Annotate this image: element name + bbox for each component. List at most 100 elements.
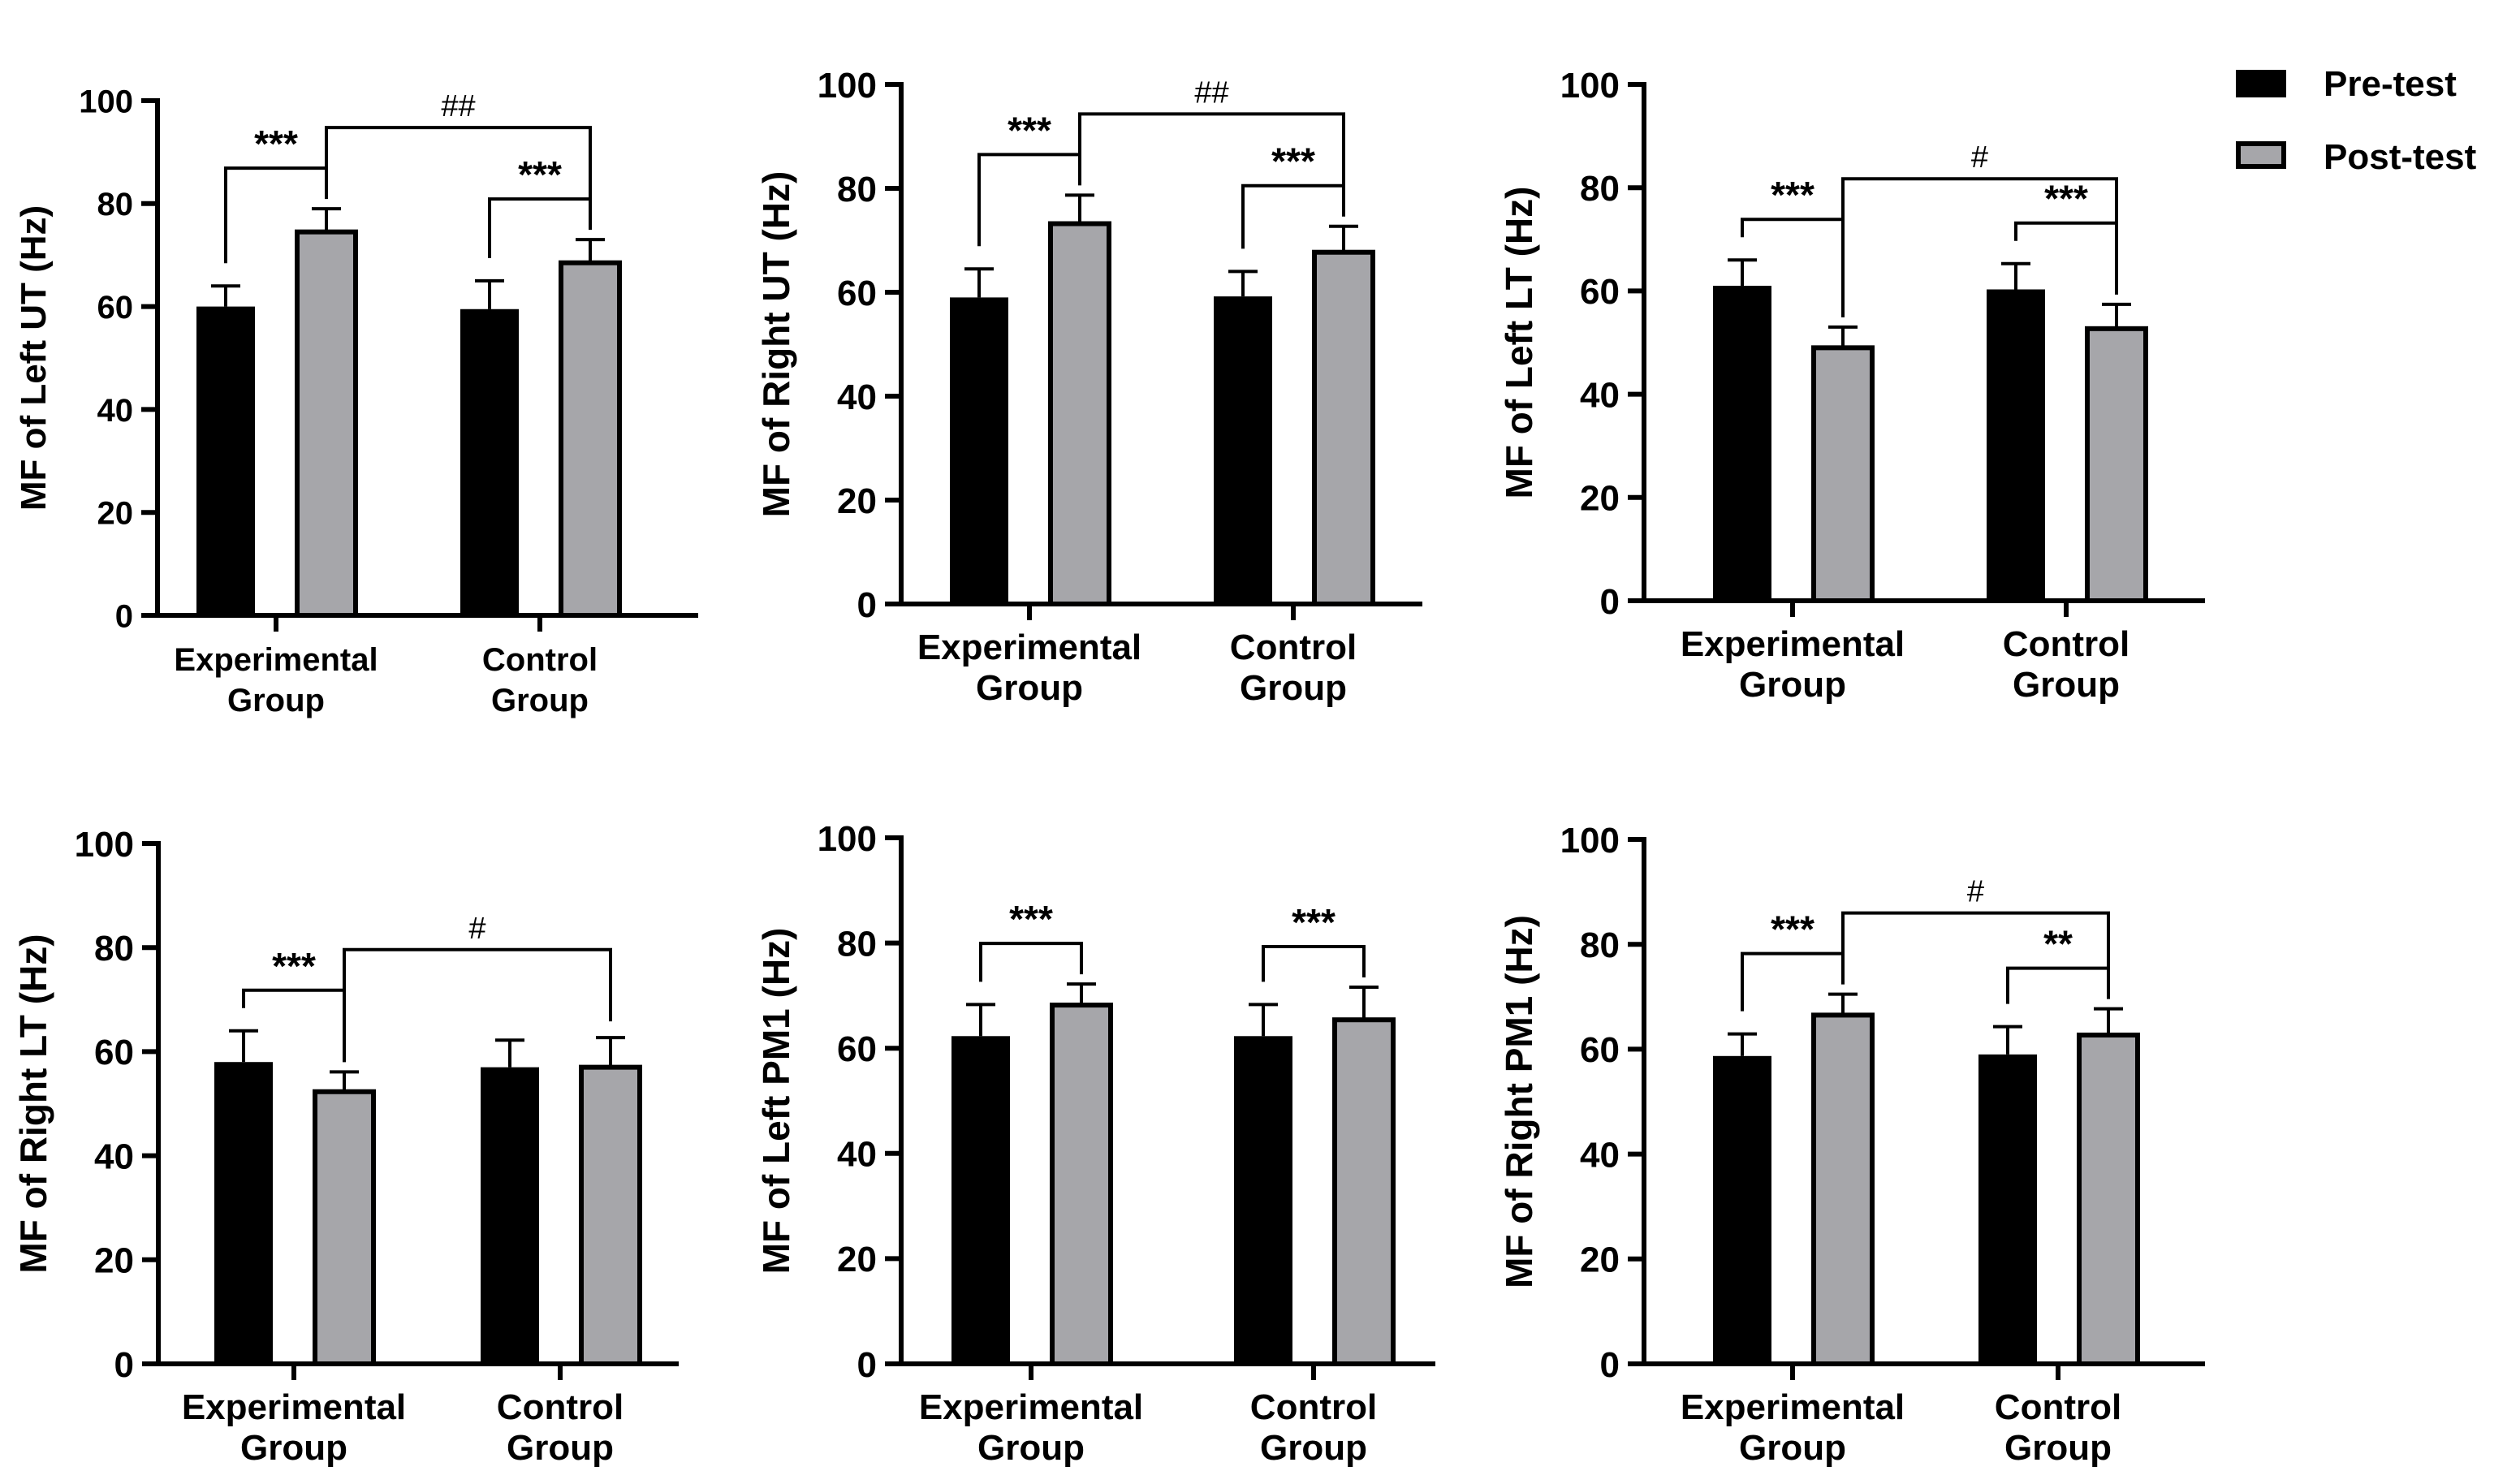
y-tick-label: 40	[97, 393, 134, 429]
bar-pre-test	[1234, 1036, 1292, 1364]
y-tick-label: 20	[97, 496, 134, 532]
bar-pre-test	[481, 1067, 539, 1364]
chart-panel-2: 0 20 40 60 80 100 MF of Right UT (Hz) Experimen…	[755, 66, 1422, 708]
y-tick-label: 80	[94, 929, 134, 968]
between-group-label: ##	[1194, 75, 1228, 110]
y-tick-label: 60	[97, 290, 134, 326]
y-tick-label: 0	[114, 1345, 134, 1385]
y-axis-label: MF of Right UT (Hz)	[755, 171, 797, 518]
between-group-bracket	[1841, 177, 2118, 223]
y-tick-label: 100	[1560, 821, 1620, 861]
bar-post-test	[1312, 249, 1375, 606]
between-group-label: #	[468, 912, 485, 946]
x-tick-label: Experimental	[1681, 1387, 1905, 1427]
y-axis-label: MF of Left LT (Hz)	[1498, 187, 1540, 499]
bar-post-test	[1332, 1017, 1396, 1366]
significance-label: ***	[1292, 901, 1336, 943]
significance-label: **	[2043, 923, 2073, 965]
bar-pre-test	[196, 306, 255, 615]
y-tick-label: 80	[97, 187, 134, 222]
bar-pre-test	[951, 1036, 1010, 1364]
significance-bracket	[1741, 218, 1845, 317]
bar-post-test	[313, 1089, 376, 1366]
significance-label: ***	[1271, 140, 1315, 183]
chart-panel-3: 0 20 40 60 80 100 MF of Left LT (Hz) Experiment…	[1498, 66, 2205, 705]
x-tick-label: Group	[2013, 665, 2120, 705]
y-tick-label: 20	[837, 1240, 877, 1279]
legend-label-post: Post-test	[2324, 137, 2477, 177]
x-tick-label: Group	[491, 683, 589, 718]
x-tick-label: Group	[227, 683, 325, 718]
bar-post-test	[2085, 326, 2148, 603]
y-tick-label: 100	[79, 84, 133, 119]
x-tick-label: Group	[1739, 665, 1846, 705]
significance-bracket	[242, 988, 346, 1063]
x-tick-label: Group	[2004, 1428, 2112, 1468]
bar-post-test	[1811, 1012, 1875, 1367]
y-axis-label: MF of Left PM1 (Hz)	[755, 928, 797, 1275]
x-tick-label: Group	[1240, 668, 1347, 708]
y-tick-label: 0	[1600, 1345, 1620, 1385]
x-tick-label: Control	[1230, 628, 1357, 667]
between-group-label: #	[1967, 875, 1984, 909]
y-axis-label: MF of Right PM1 (Hz)	[1498, 915, 1540, 1288]
significance-bracket	[977, 153, 1081, 247]
between-group-label: #	[1971, 140, 1988, 175]
bar-pre-test	[950, 297, 1008, 604]
y-tick-label: 80	[837, 170, 877, 209]
bar-pre-test	[1978, 1054, 2037, 1364]
y-tick-label: 60	[1580, 272, 1620, 312]
significance-label: ***	[1771, 908, 1814, 951]
significance-bracket	[1241, 183, 1345, 249]
significance-label: ***	[254, 123, 298, 165]
y-tick-label: 80	[837, 924, 877, 964]
legend: Pre-test Post-test	[2236, 64, 2477, 177]
significance-label: ***	[1009, 898, 1053, 940]
bar-post-test	[1811, 345, 1875, 603]
y-tick-label: 20	[94, 1241, 134, 1281]
bar-pre-test	[1713, 286, 1771, 601]
significance-label: ***	[1008, 109, 1051, 151]
significance-bracket	[1262, 945, 1366, 982]
bar-post-test	[1048, 221, 1111, 606]
x-tick-label: Control	[1995, 1387, 2121, 1427]
chart-panel-5: 0 20 40 60 80 100 MF of Left PM1 (Hz) Experimen…	[755, 819, 1435, 1468]
y-tick-label: 80	[1580, 925, 1620, 965]
between-group-bracket	[343, 947, 612, 1022]
chart-panel-4: 0 20 40 60 80 100 MF of Right LT (Hz) Experimen…	[12, 825, 679, 1468]
y-tick-label: 60	[94, 1033, 134, 1072]
y-tick-label: 40	[1580, 1135, 1620, 1175]
x-tick-label: Group	[1739, 1428, 1846, 1468]
significance-label: ***	[1771, 174, 1814, 216]
y-tick-label: 40	[94, 1137, 134, 1176]
bar-pre-test	[1214, 296, 1272, 604]
y-tick-label: 40	[1580, 375, 1620, 415]
between-group-bracket	[1078, 112, 1345, 186]
significance-label: ***	[518, 153, 562, 196]
x-tick-label: Group	[507, 1428, 614, 1468]
y-tick-label: 20	[1580, 479, 1620, 519]
chart-panel-6: 0 20 40 60 80 100 MF of Right PM1 (Hz) Experime…	[1498, 821, 2205, 1468]
legend-label-pre: Pre-test	[2324, 64, 2457, 104]
significance-bracket	[2006, 966, 2110, 1004]
bar-pre-test	[1987, 289, 2045, 601]
bar-pre-test	[1713, 1055, 1771, 1364]
bar-post-test	[579, 1064, 642, 1366]
y-tick-label: 20	[837, 481, 877, 521]
y-tick-label: 0	[857, 1345, 877, 1385]
y-tick-label: 0	[1600, 582, 1620, 622]
x-tick-label: Experimental	[919, 1387, 1143, 1427]
bar-post-test	[295, 229, 358, 618]
legend-swatch-pre	[2236, 70, 2286, 97]
y-tick-label: 0	[857, 585, 877, 625]
bar-post-test	[559, 260, 622, 618]
between-group-bracket	[325, 126, 592, 200]
bar-pre-test	[214, 1062, 273, 1364]
y-axis-label: MF of Right LT (Hz)	[12, 934, 54, 1273]
y-tick-label: 20	[1580, 1240, 1620, 1280]
significance-bracket	[488, 197, 592, 258]
chart-panel-1: 0 20 40 60 80 100 MF of Left UT (Hz) Experiment…	[14, 84, 698, 718]
x-tick-label: Group	[976, 668, 1083, 708]
significance-bracket	[224, 166, 328, 264]
x-tick-label: Experimental	[182, 1387, 406, 1427]
